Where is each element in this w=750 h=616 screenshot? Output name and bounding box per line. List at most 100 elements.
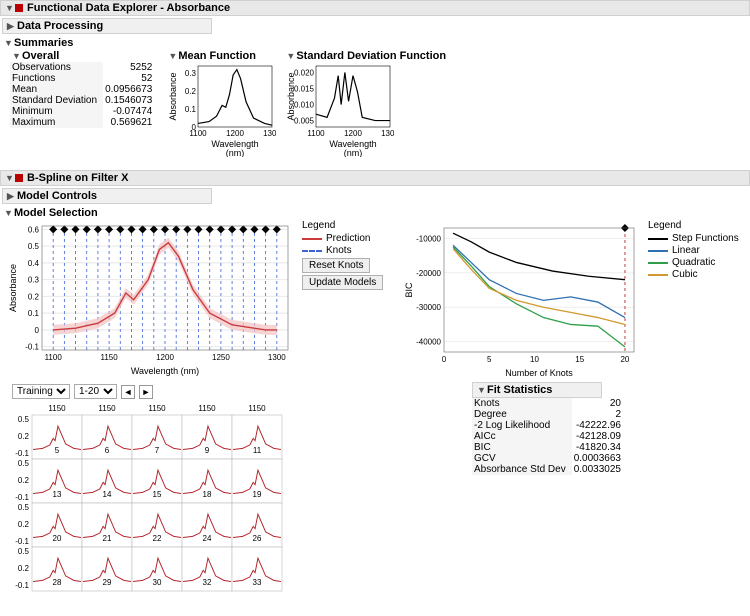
svg-text:9: 9 bbox=[205, 446, 210, 455]
svg-text:6: 6 bbox=[105, 446, 110, 455]
table-row: Degree2 bbox=[472, 409, 627, 420]
update-models-button[interactable]: Update Models bbox=[302, 275, 383, 290]
collapse-icon[interactable] bbox=[168, 51, 176, 61]
svg-text:1100: 1100 bbox=[190, 129, 208, 138]
table-row: Mean0.0956673 bbox=[10, 84, 158, 95]
svg-text:10: 10 bbox=[530, 355, 539, 364]
svg-text:1150: 1150 bbox=[198, 404, 216, 413]
svg-text:1100: 1100 bbox=[45, 353, 63, 362]
svg-text:0.5: 0.5 bbox=[18, 415, 30, 424]
table-row: AICc-42128.09 bbox=[472, 431, 627, 442]
collapse-icon[interactable] bbox=[5, 173, 13, 183]
next-page-button[interactable]: ► bbox=[139, 385, 153, 399]
legend-title: Legend bbox=[302, 220, 392, 231]
svg-text:-0.1: -0.1 bbox=[15, 449, 29, 458]
svg-text:-0.1: -0.1 bbox=[15, 537, 29, 546]
svg-text:0.4: 0.4 bbox=[28, 259, 40, 268]
window-title-bar: Functional Data Explorer - Absorbance bbox=[0, 0, 750, 16]
expand-icon[interactable] bbox=[7, 21, 15, 32]
svg-text:20: 20 bbox=[620, 355, 629, 364]
svg-text:0.5: 0.5 bbox=[28, 242, 40, 251]
model-selection-header[interactable]: Model Selection bbox=[0, 206, 750, 220]
collapse-icon[interactable] bbox=[4, 208, 12, 218]
expand-icon[interactable] bbox=[7, 191, 15, 202]
svg-text:0.5: 0.5 bbox=[18, 547, 30, 556]
bspline-title: B-Spline on Filter X bbox=[27, 172, 128, 184]
svg-text:1250: 1250 bbox=[212, 353, 230, 362]
sd-function-plot: 0.0050.0100.0150.020110012001300Absorban… bbox=[284, 62, 394, 157]
table-row: Absorbance Std Dev0.0033025 bbox=[472, 464, 627, 475]
svg-text:15: 15 bbox=[153, 490, 162, 499]
model-controls-header[interactable]: Model Controls bbox=[2, 188, 212, 204]
overall-title: Overall bbox=[22, 50, 59, 62]
svg-text:0.2: 0.2 bbox=[18, 564, 30, 573]
main-plot-legend-panel: Legend PredictionKnots Reset Knots Updat… bbox=[302, 220, 392, 291]
svg-text:21: 21 bbox=[103, 534, 112, 543]
svg-text:BIC: BIC bbox=[404, 282, 414, 298]
prev-page-button[interactable]: ◄ bbox=[121, 385, 135, 399]
fit-statistics-table: Knots20Degree2-2 Log Likelihood-42222.96… bbox=[472, 398, 627, 475]
reset-knots-button[interactable]: Reset Knots bbox=[302, 258, 370, 273]
summaries-title: Summaries bbox=[14, 37, 73, 49]
svg-text:1150: 1150 bbox=[148, 404, 166, 413]
svg-text:0.5: 0.5 bbox=[18, 503, 30, 512]
svg-text:1300: 1300 bbox=[263, 129, 276, 138]
svg-text:-0.1: -0.1 bbox=[15, 493, 29, 502]
svg-text:0.2: 0.2 bbox=[18, 520, 30, 529]
svg-text:(nm): (nm) bbox=[344, 148, 363, 157]
legend-item: Cubic bbox=[648, 269, 739, 280]
small-multiples-grid[interactable]: 11501150115011501150-0.10.20.5-0.10.20.5… bbox=[6, 401, 296, 611]
bic-legend-panel: Legend Step FunctionsLinearQuadraticCubi… bbox=[648, 220, 739, 281]
model-controls-title: Model Controls bbox=[17, 190, 97, 202]
svg-text:Absorbance: Absorbance bbox=[8, 264, 18, 312]
legend-title: Legend bbox=[648, 220, 739, 231]
svg-text:1300: 1300 bbox=[381, 129, 394, 138]
summaries-header[interactable]: Summaries bbox=[0, 36, 750, 50]
collapse-icon[interactable] bbox=[5, 3, 13, 13]
report-icon[interactable] bbox=[15, 4, 23, 12]
svg-text:0: 0 bbox=[442, 355, 447, 364]
svg-text:0.5: 0.5 bbox=[18, 459, 30, 468]
svg-text:(nm): (nm) bbox=[226, 148, 245, 157]
svg-text:0.2: 0.2 bbox=[185, 87, 197, 96]
svg-text:1300: 1300 bbox=[268, 353, 286, 362]
svg-text:1200: 1200 bbox=[344, 129, 362, 138]
bspline-header[interactable]: B-Spline on Filter X bbox=[0, 170, 750, 186]
svg-text:0.2: 0.2 bbox=[18, 476, 30, 485]
mean-function-panel: Mean Function 00.10.20.3110012001300Abso… bbox=[166, 50, 276, 160]
window-title: Functional Data Explorer - Absorbance bbox=[27, 2, 230, 14]
fit-statistics-title: Fit Statistics bbox=[487, 384, 552, 396]
svg-text:-40000: -40000 bbox=[416, 338, 441, 347]
svg-text:0.005: 0.005 bbox=[294, 117, 315, 126]
svg-text:7: 7 bbox=[155, 446, 160, 455]
legend-item: Knots bbox=[302, 245, 392, 256]
sd-function-title: Standard Deviation Function bbox=[296, 50, 446, 62]
svg-text:1150: 1150 bbox=[248, 404, 266, 413]
svg-text:13: 13 bbox=[53, 490, 62, 499]
data-processing-title: Data Processing bbox=[17, 20, 103, 32]
svg-text:-0.1: -0.1 bbox=[15, 581, 29, 590]
collapse-icon[interactable] bbox=[477, 385, 485, 395]
collapse-icon[interactable] bbox=[286, 51, 294, 61]
svg-text:0.3: 0.3 bbox=[28, 276, 40, 285]
svg-text:1150: 1150 bbox=[98, 404, 116, 413]
svg-text:1150: 1150 bbox=[100, 353, 118, 362]
fit-statistics-panel: Fit Statistics Knots20Degree2-2 Log Like… bbox=[472, 382, 627, 475]
table-row: Minimum-0.07474 bbox=[10, 106, 158, 117]
collapse-icon[interactable] bbox=[4, 38, 12, 48]
range-select[interactable]: 1-20 bbox=[74, 384, 117, 399]
svg-text:5: 5 bbox=[487, 355, 492, 364]
collapse-icon[interactable] bbox=[12, 51, 20, 61]
svg-text:11: 11 bbox=[253, 446, 262, 455]
bic-plot[interactable]: -10000-20000-30000-4000005101520BICNumbe… bbox=[400, 220, 640, 380]
report-icon[interactable] bbox=[15, 174, 23, 182]
svg-text:1100: 1100 bbox=[308, 129, 326, 138]
legend-item: Step Functions bbox=[648, 233, 739, 244]
svg-text:0.020: 0.020 bbox=[294, 68, 315, 77]
model-selection-plot[interactable]: -0.100.10.20.30.40.50.611001150120012501… bbox=[4, 220, 294, 380]
training-select[interactable]: Training bbox=[12, 384, 70, 399]
svg-text:-10000: -10000 bbox=[416, 234, 441, 243]
overall-table: Observations5252Functions52Mean0.0956673… bbox=[10, 62, 158, 128]
svg-text:0: 0 bbox=[35, 326, 40, 335]
data-processing-header[interactable]: Data Processing bbox=[2, 18, 212, 34]
